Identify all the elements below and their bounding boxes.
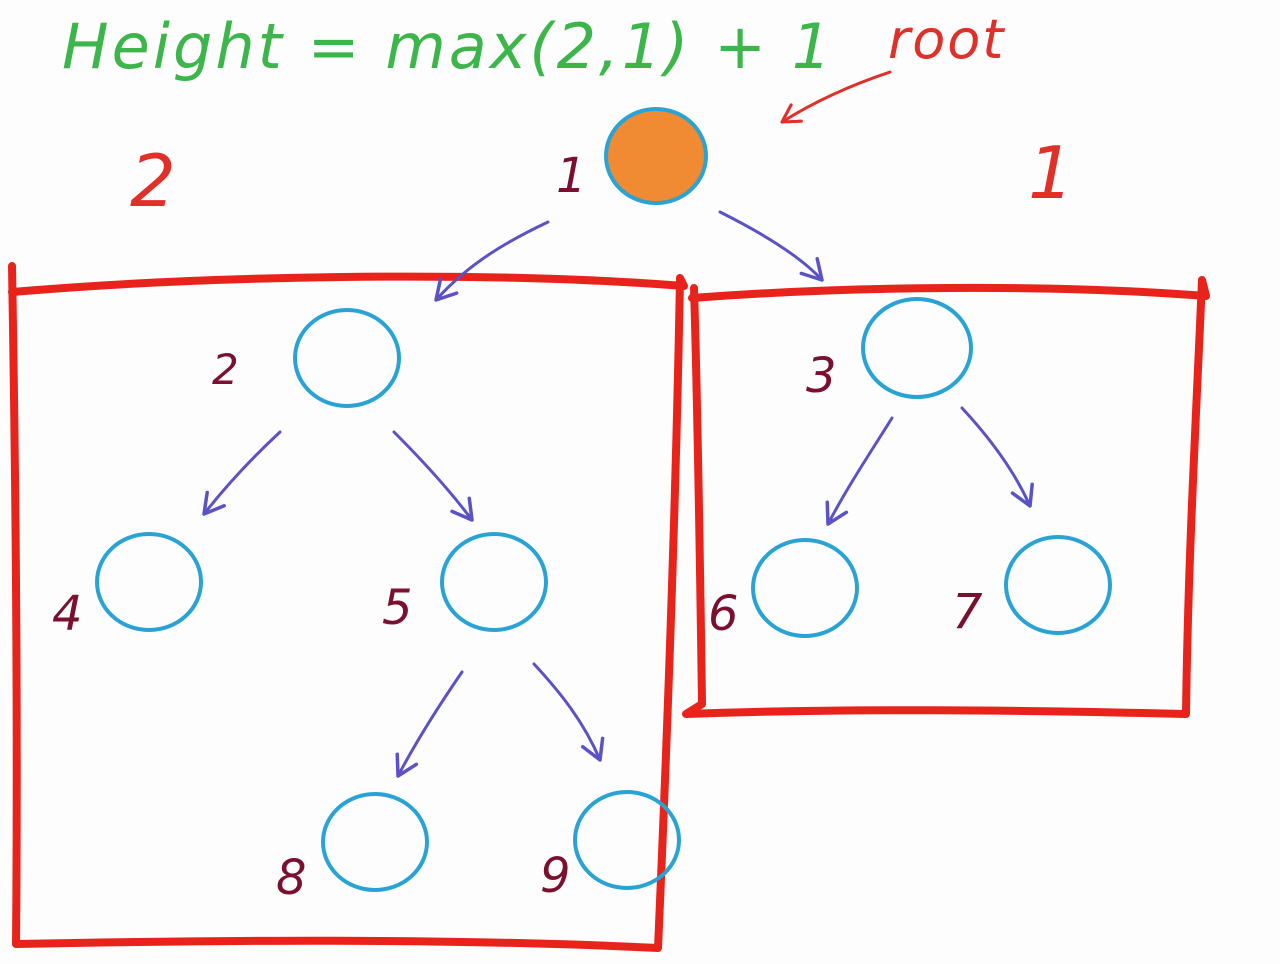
edge-3-6 [825, 416, 894, 526]
node-5 [440, 532, 548, 632]
edge-2-4 [202, 430, 282, 516]
edge-2-5 [392, 430, 474, 522]
node-label-5: 5 [382, 580, 413, 636]
node-1-root [604, 107, 708, 205]
edge-3-7 [960, 406, 1034, 508]
node-label-6: 6 [708, 586, 739, 642]
node-2 [293, 308, 401, 408]
edge-5-8 [395, 670, 464, 778]
edge-5-9 [532, 662, 605, 762]
node-6 [751, 538, 859, 638]
node-7 [1004, 535, 1112, 635]
left-subtree-height: 2 [130, 139, 176, 223]
node-label-2: 2 [212, 345, 239, 394]
right-subtree-height: 1 [1028, 131, 1074, 215]
root-pointer-arrow [780, 70, 892, 124]
edge-1-2 [434, 220, 550, 302]
node-label-3: 3 [806, 348, 837, 404]
node-label-4: 4 [52, 586, 83, 642]
root-annotation: root [888, 8, 1005, 71]
right-subtree-box [682, 276, 1210, 718]
left-subtree-box [8, 262, 688, 952]
height-formula: Height = max(2,1) + 1 [62, 10, 834, 83]
node-8 [321, 792, 429, 892]
node-4 [95, 532, 203, 632]
node-label-7: 7 [952, 584, 983, 640]
edge-1-3 [718, 210, 824, 282]
node-9 [573, 790, 681, 890]
node-3 [861, 297, 973, 399]
node-label-8: 8 [276, 850, 307, 906]
node-label-1: 1 [556, 148, 587, 204]
node-label-9: 9 [540, 848, 571, 904]
